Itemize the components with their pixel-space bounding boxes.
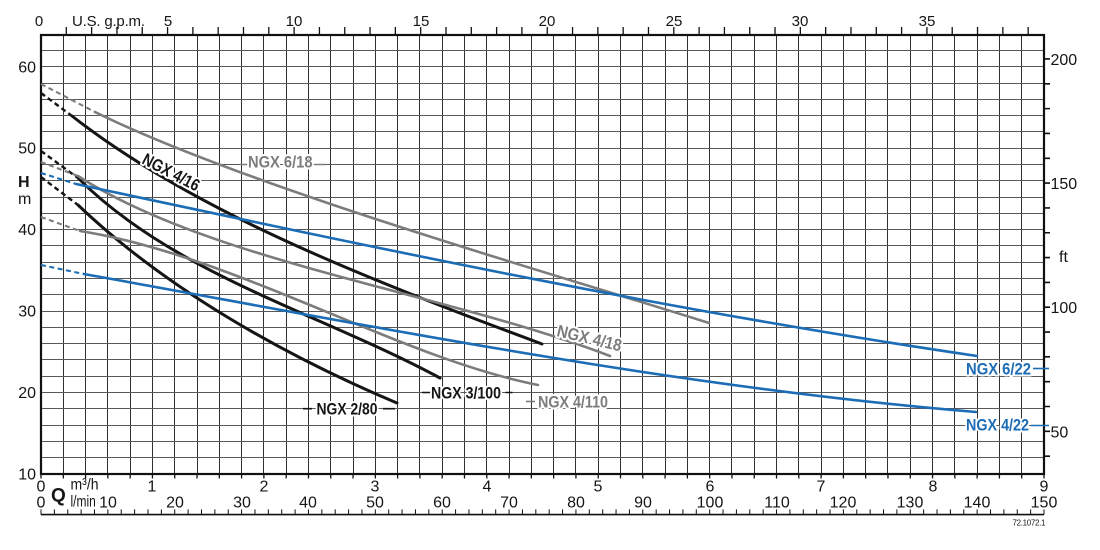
svg-text:7: 7 — [817, 479, 826, 496]
svg-text:U.S. g.p.m.: U.S. g.p.m. — [72, 13, 145, 30]
svg-text:m: m — [18, 191, 31, 208]
svg-text:20: 20 — [539, 13, 556, 30]
svg-text:80: 80 — [567, 495, 585, 512]
svg-text:0: 0 — [37, 495, 46, 512]
svg-text:4: 4 — [483, 479, 492, 496]
svg-text:200: 200 — [1051, 52, 1078, 69]
svg-text:110: 110 — [764, 495, 790, 512]
svg-text:0: 0 — [37, 479, 46, 496]
svg-text:6: 6 — [706, 479, 715, 496]
svg-text:2: 2 — [260, 479, 269, 496]
svg-text:30: 30 — [233, 495, 251, 512]
svg-text:50: 50 — [366, 495, 384, 512]
svg-text:NGX 4/110: NGX 4/110 — [538, 393, 608, 412]
svg-text:0: 0 — [35, 13, 43, 30]
svg-text:10: 10 — [18, 467, 36, 484]
svg-text:1: 1 — [148, 479, 157, 496]
svg-text:90: 90 — [634, 495, 652, 512]
svg-text:50: 50 — [18, 141, 36, 158]
svg-text:NGX 6/22: NGX 6/22 — [966, 360, 1031, 379]
svg-text:8: 8 — [929, 479, 938, 496]
svg-text:5: 5 — [164, 13, 172, 30]
svg-text:150: 150 — [1051, 176, 1078, 193]
svg-text:NGX 2/80: NGX 2/80 — [317, 400, 378, 419]
svg-text:40: 40 — [299, 495, 317, 512]
svg-text:20: 20 — [18, 385, 36, 402]
svg-text:9: 9 — [1040, 479, 1049, 496]
svg-text:15: 15 — [413, 13, 430, 30]
svg-text:NGX 3/100: NGX 3/100 — [431, 384, 501, 403]
svg-text:3: 3 — [371, 479, 380, 496]
svg-text:150: 150 — [1031, 495, 1058, 512]
svg-text:35: 35 — [919, 13, 936, 30]
svg-text:30: 30 — [18, 304, 36, 321]
svg-text:50: 50 — [1051, 424, 1069, 441]
svg-text:100: 100 — [697, 495, 724, 512]
svg-text:30: 30 — [792, 13, 809, 30]
svg-text:72.1072.1: 72.1072.1 — [1013, 519, 1047, 528]
svg-text:NGX 4/22: NGX 4/22 — [966, 416, 1029, 435]
svg-text:10: 10 — [286, 13, 303, 30]
svg-text:60: 60 — [18, 59, 36, 76]
svg-text:l/min: l/min — [71, 493, 96, 510]
svg-text:Q: Q — [51, 486, 66, 507]
svg-text:25: 25 — [666, 13, 683, 30]
svg-text:5: 5 — [594, 479, 603, 496]
svg-text:100: 100 — [1051, 300, 1078, 317]
svg-text:70: 70 — [500, 495, 518, 512]
svg-text:NGX 6/18: NGX 6/18 — [248, 153, 313, 172]
svg-text:20: 20 — [166, 495, 184, 512]
svg-text:40: 40 — [18, 222, 36, 239]
svg-text:ft: ft — [1059, 249, 1068, 266]
svg-text:140: 140 — [964, 495, 991, 512]
svg-text:120: 120 — [830, 495, 857, 512]
svg-text:60: 60 — [433, 495, 451, 512]
svg-text:H: H — [18, 174, 30, 191]
svg-text:130: 130 — [897, 495, 924, 512]
svg-text:m³/h: m³/h — [71, 477, 99, 494]
svg-text:10: 10 — [99, 495, 117, 512]
